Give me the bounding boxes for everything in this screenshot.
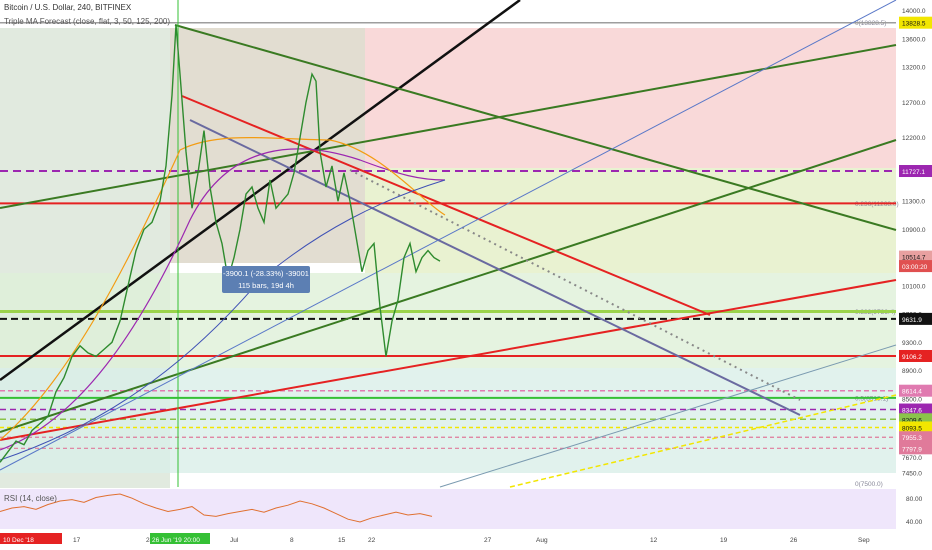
price-badge-text: 9631.9 — [902, 317, 922, 324]
rsi-bg — [0, 489, 896, 529]
price-badge-text: 8209.6 — [902, 417, 922, 424]
measure-tooltip: -3900.1 (-28.33%) -39001 115 bars, 19d 4… — [222, 266, 310, 293]
x-tick-label: Sep — [858, 537, 870, 544]
trend-black — [0, 0, 521, 382]
trend-dotted — [349, 169, 801, 401]
x-tick-label: 12 — [650, 537, 658, 544]
price-badge-text: 9106.2 — [902, 354, 922, 361]
price-badge — [899, 384, 932, 397]
y-tick-label: 12200.0 — [902, 135, 926, 142]
x-tick-label: Jul — [230, 537, 239, 544]
x-tick-label: 26 Jun '19 20:00 — [152, 537, 200, 544]
tooltip-line1: -3900.1 (-28.33%) -39001 — [223, 269, 309, 278]
rsi-label: RSI (14, close) — [4, 494, 57, 503]
trend-green-up — [0, 44, 897, 209]
price-badge-text: 03:00:20 — [902, 264, 928, 271]
trend-slate — [189, 119, 801, 416]
y-tick-label: 10900.0 — [902, 227, 926, 234]
price-badge — [899, 312, 932, 325]
rsi-tick: 80.00 — [906, 496, 923, 503]
y-tick-label: 13200.0 — [902, 65, 926, 72]
zone-yellowgreen — [365, 168, 896, 273]
price-line — [0, 24, 441, 463]
price-badge-text: 10514.7 — [902, 255, 926, 262]
y-tick-label: 11300.0 — [902, 199, 925, 206]
fib-label: 0(13828.5) — [855, 20, 886, 27]
rsi-line — [0, 493, 433, 523]
price-badge — [899, 16, 932, 29]
tooltip-line2: 115 bars, 19d 4h — [238, 281, 294, 290]
price-badge-text: 7955.3 — [902, 435, 922, 442]
fib-label: 0(7500.0) — [855, 481, 883, 488]
trend-blue — [0, 0, 897, 471]
price-badge-text: 8093.5 — [902, 425, 922, 432]
x-tick-label: 26 — [790, 537, 798, 544]
price-badge-text: 13828.5 — [902, 21, 926, 28]
y-tick-label: 10100.0 — [902, 283, 926, 290]
zone-teal — [0, 368, 896, 473]
price-badge — [899, 349, 932, 362]
price-badge — [899, 431, 932, 444]
zone-middle — [170, 28, 365, 263]
y-tick-label: 7450.0 — [902, 470, 922, 477]
price-badge — [899, 442, 932, 455]
x-tick-label: 17 — [73, 537, 81, 544]
price-badge — [899, 165, 932, 178]
y-tick-label: 9300.0 — [902, 340, 922, 347]
price-badge — [899, 403, 932, 416]
channel-line — [439, 344, 897, 488]
price-badge — [899, 260, 932, 273]
trend-red-down — [181, 95, 711, 316]
x-tick-badge — [150, 533, 210, 544]
price-badge-text: 8347.6 — [902, 408, 922, 415]
x-axis — [0, 529, 932, 550]
price-badge — [899, 250, 932, 263]
chart-title: Bitcoin / U.S. Dollar, 240, BITFINEX — [4, 3, 132, 12]
y-tick-label: 8900.0 — [902, 368, 922, 375]
trend-yellow — [509, 394, 897, 488]
trend-green-down — [174, 24, 897, 231]
x-tick-label: Aug — [536, 537, 548, 544]
rsi-tick: 40.00 — [906, 519, 923, 526]
ma-orange — [0, 136, 446, 441]
price-badge — [899, 421, 932, 434]
price-badge-text: 11727.1 — [902, 169, 925, 176]
y-tick-label: 12700.0 — [902, 100, 926, 107]
x-tick-label: 15 — [338, 537, 346, 544]
indicator-label: Triple MA Forecast (close, flat, 3, 50, … — [4, 17, 170, 26]
price-badge-text: 7797.9 — [902, 446, 922, 453]
price-badge-text: 8614.4 — [902, 389, 922, 396]
x-tick-label: 10 Dec '18 — [3, 537, 34, 544]
zone-red — [365, 28, 896, 168]
trend-red-up — [0, 279, 897, 441]
x-tick-label: 8 — [290, 537, 294, 544]
y-tick-label: 8500.0 — [902, 396, 922, 403]
x-tick-label: 22 — [368, 537, 376, 544]
y-tick-label: 14000.0 — [902, 8, 926, 15]
y-tick-label: 13600.0 — [902, 36, 926, 43]
zone-green — [0, 273, 896, 368]
x-tick-label: 24 — [146, 537, 154, 544]
x-tick-label: 19 — [720, 537, 728, 544]
x-tick-badge — [0, 533, 62, 544]
x-tick-label: 27 — [484, 537, 492, 544]
y-tick-label: 7670.0 — [902, 455, 922, 462]
